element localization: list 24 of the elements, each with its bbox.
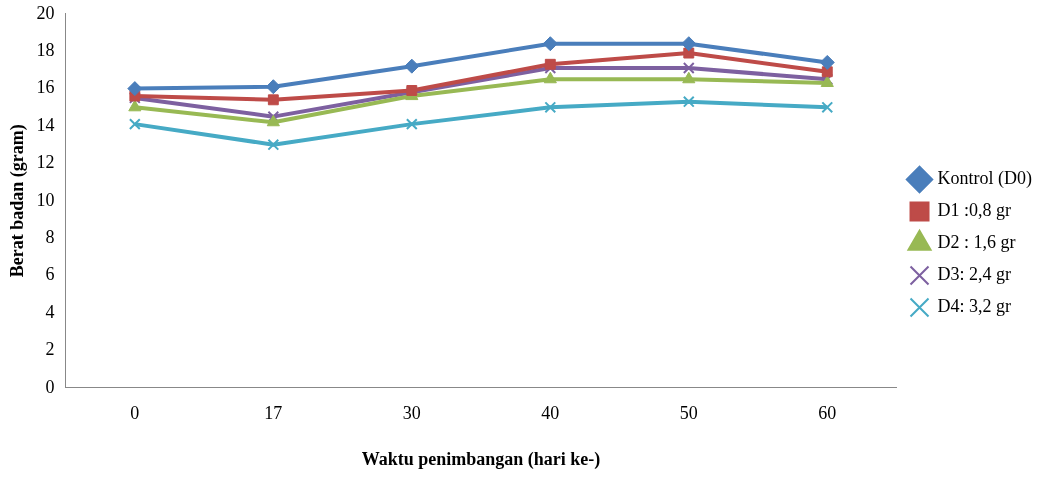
y-tick-label: 0 (45, 376, 55, 397)
x-tick-label: 30 (402, 403, 421, 424)
legend-label: D4: 3,2 gr (937, 296, 1012, 317)
y-tick-label: 20 (36, 2, 55, 23)
y-tick-label: 16 (36, 77, 55, 98)
x-tick-label: 50 (679, 403, 698, 424)
y-tick-label: 10 (36, 189, 55, 210)
x-tick-label: 17 (264, 403, 283, 424)
x-tick-label: 40 (541, 403, 560, 424)
x-tick-label: 0 (130, 403, 140, 424)
y-tick-label: 6 (45, 264, 55, 285)
legend-label: D3: 2,4 gr (937, 264, 1012, 285)
y-tick-label: 18 (36, 39, 55, 60)
x-axis-title: Waktu penimbangan (hari ke-) (361, 448, 601, 470)
y-tick-label: 12 (36, 152, 55, 173)
y-tick-label: 4 (45, 301, 55, 322)
x-tick-label: 60 (818, 403, 837, 424)
legend-label: D1 :0,8 gr (937, 200, 1012, 221)
y-axis-title: Berat badan (gram) (7, 124, 29, 278)
legend-label: D2 : 1,6 gr (937, 232, 1016, 253)
y-tick-label: 2 (45, 339, 55, 360)
legend-label: Kontrol (D0) (937, 168, 1033, 190)
y-tick-label: 14 (36, 114, 55, 135)
y-tick-label: 8 (45, 226, 55, 247)
